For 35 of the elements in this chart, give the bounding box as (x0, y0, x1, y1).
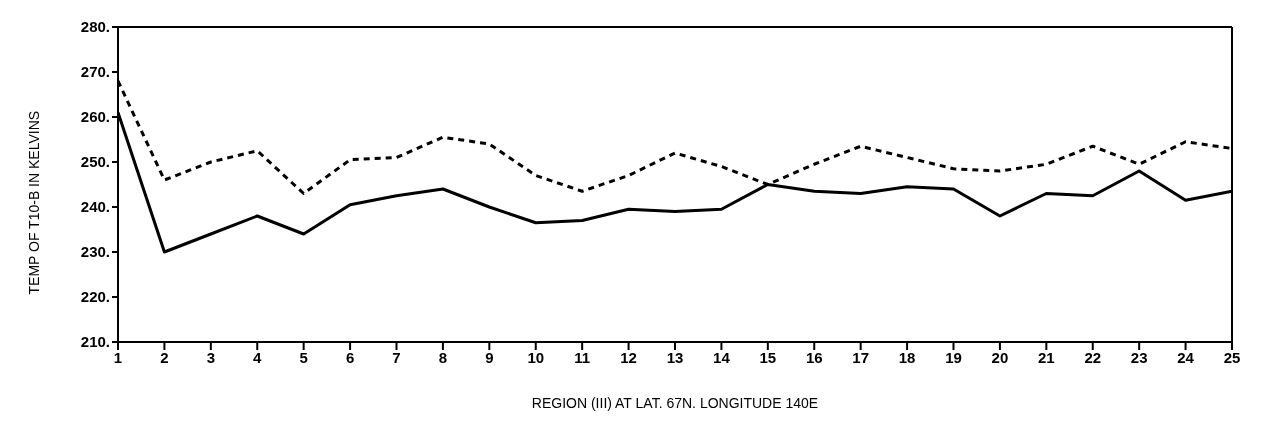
x-tick-label: 23 (1130, 348, 1148, 366)
x-tick-label: 16 (805, 348, 823, 366)
y-tick-label: 220. (80, 288, 110, 306)
x-tick-label: 24 (1177, 348, 1195, 366)
y-tick-label: 240. (80, 198, 110, 216)
x-tick-label: 22 (1084, 348, 1102, 366)
x-tick-label: 10 (527, 348, 545, 366)
x-tick-label: 4 (253, 348, 263, 366)
y-tick-label: 280. (80, 18, 110, 36)
x-axis-title: REGION (III) AT LAT. 67N. LONGITUDE 140E (531, 395, 819, 411)
x-tick-label: 9 (485, 348, 494, 366)
x-tick-label: 7 (392, 348, 401, 366)
y-tick-label: 230. (80, 243, 110, 261)
x-tick-label: 25 (1223, 348, 1241, 366)
x-tick-label: 17 (852, 348, 870, 366)
x-tick-label: 18 (898, 348, 916, 366)
x-tick-label: 12 (620, 348, 637, 366)
x-tick-label: 6 (345, 348, 355, 366)
x-tick-label: 14 (713, 348, 731, 366)
x-tick-label: 5 (299, 348, 308, 366)
x-tick-label: 2 (160, 348, 169, 366)
x-tick-label: 19 (945, 348, 962, 366)
y-tick-label: 250. (80, 153, 110, 171)
x-tick-label: 13 (666, 348, 684, 366)
x-tick-label: 1 (113, 348, 123, 366)
y-tick-label: 260. (80, 108, 110, 126)
x-tick-label: 11 (574, 348, 591, 366)
y-axis-title: TEMP OF T10-B IN KELVINS (25, 110, 42, 295)
x-tick-label: 8 (438, 348, 448, 366)
x-tick-label: 20 (991, 348, 1009, 366)
x-tick-label: 15 (759, 348, 777, 366)
x-tick-label: 3 (206, 348, 216, 366)
y-tick-label: 270. (80, 63, 110, 81)
y-tick-label: 210. (80, 333, 110, 351)
x-tick-label: 21 (1037, 348, 1055, 366)
